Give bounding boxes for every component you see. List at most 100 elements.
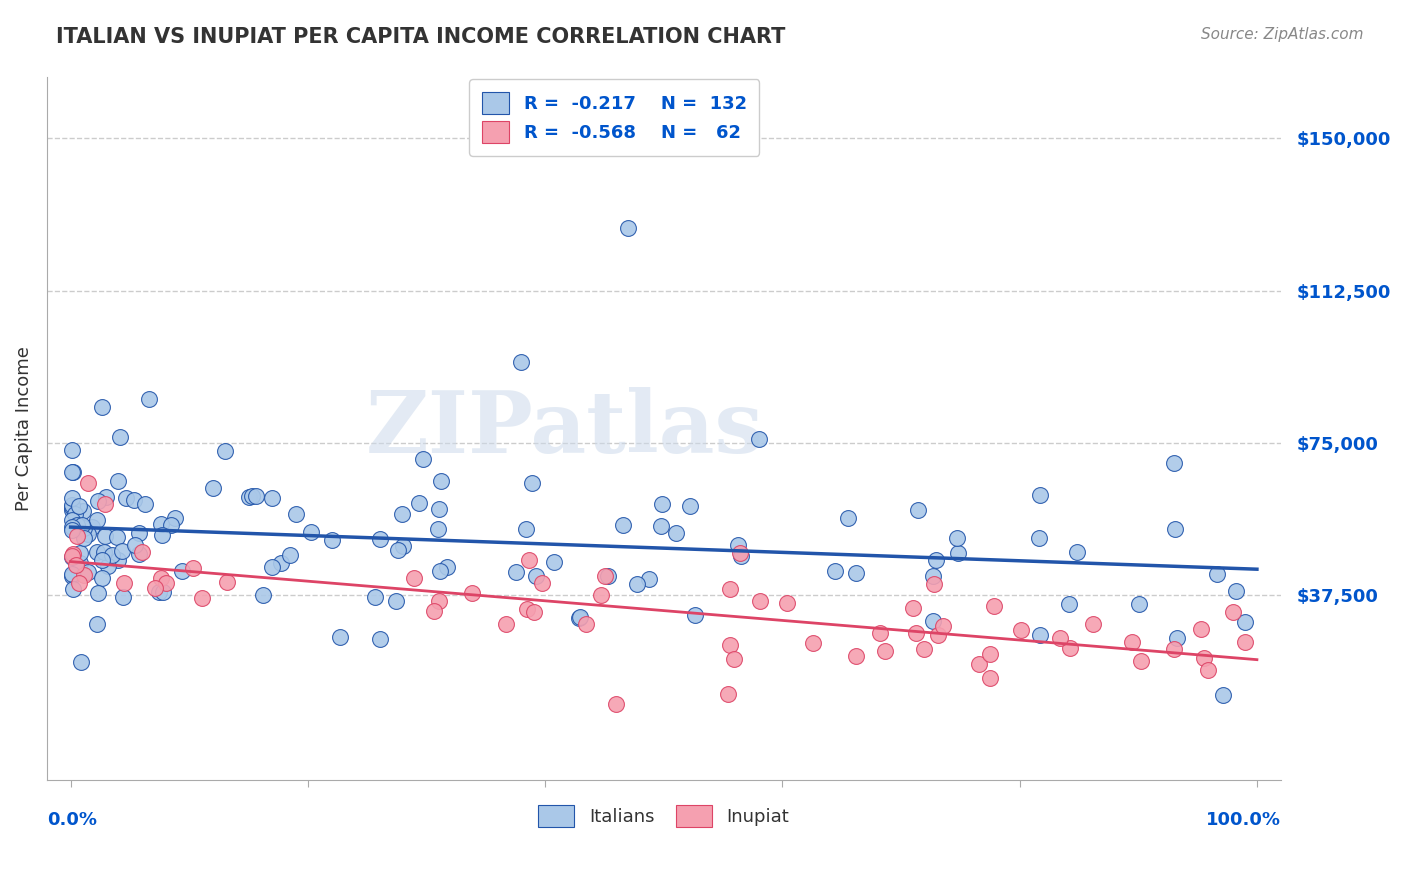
Point bbox=[423, 604, 446, 618]
Point bbox=[665, 526, 688, 541]
Point bbox=[776, 596, 799, 610]
Point bbox=[150, 572, 173, 586]
Point bbox=[520, 476, 543, 491]
Point bbox=[679, 499, 702, 513]
Point bbox=[717, 687, 740, 701]
Point bbox=[510, 354, 533, 368]
Point bbox=[979, 671, 1001, 685]
Point bbox=[191, 591, 214, 605]
Point bbox=[80, 520, 103, 534]
Point bbox=[1189, 623, 1212, 637]
Point bbox=[1059, 641, 1081, 656]
Point bbox=[108, 430, 131, 444]
Point bbox=[111, 591, 134, 605]
Point bbox=[1166, 631, 1188, 645]
Point bbox=[1081, 616, 1104, 631]
Point bbox=[69, 556, 91, 570]
Point bbox=[90, 571, 112, 585]
Point bbox=[637, 572, 659, 586]
Point bbox=[1010, 624, 1032, 638]
Point bbox=[730, 549, 752, 564]
Point bbox=[723, 652, 745, 666]
Point bbox=[60, 549, 83, 563]
Point bbox=[969, 657, 991, 671]
Point bbox=[519, 553, 541, 567]
Point bbox=[718, 638, 741, 652]
Point bbox=[94, 497, 117, 511]
Point bbox=[1212, 688, 1234, 702]
Point bbox=[60, 442, 83, 457]
Point bbox=[60, 465, 83, 479]
Point bbox=[392, 540, 415, 554]
Point bbox=[801, 636, 824, 650]
Y-axis label: Per Capita Income: Per Capita Income bbox=[15, 346, 32, 511]
Point bbox=[86, 616, 108, 631]
Point bbox=[73, 531, 96, 545]
Point bbox=[1129, 654, 1152, 668]
Point bbox=[329, 630, 352, 644]
Point bbox=[1128, 597, 1150, 611]
Point bbox=[1029, 628, 1052, 642]
Point bbox=[412, 452, 434, 467]
Point bbox=[67, 575, 90, 590]
Point bbox=[97, 559, 120, 574]
Point bbox=[384, 594, 406, 608]
Point bbox=[252, 588, 274, 602]
Point bbox=[77, 565, 100, 579]
Point bbox=[60, 567, 83, 582]
Point bbox=[912, 641, 935, 656]
Point bbox=[112, 576, 135, 591]
Point bbox=[134, 497, 156, 511]
Point bbox=[427, 594, 450, 608]
Point bbox=[321, 533, 343, 548]
Point bbox=[60, 491, 83, 505]
Point bbox=[163, 511, 186, 525]
Point bbox=[543, 555, 565, 569]
Point bbox=[427, 501, 450, 516]
Point bbox=[1049, 631, 1071, 645]
Point bbox=[368, 632, 391, 647]
Point bbox=[115, 491, 138, 505]
Point bbox=[730, 546, 752, 560]
Point bbox=[436, 559, 458, 574]
Point bbox=[1192, 651, 1215, 665]
Point bbox=[429, 564, 451, 578]
Point bbox=[65, 558, 87, 573]
Point bbox=[181, 560, 204, 574]
Point bbox=[238, 490, 260, 504]
Point bbox=[160, 517, 183, 532]
Point bbox=[284, 507, 307, 521]
Text: ITALIAN VS INUPIAT PER CAPITA INCOME CORRELATION CHART: ITALIAN VS INUPIAT PER CAPITA INCOME COR… bbox=[56, 27, 786, 46]
Point bbox=[107, 474, 129, 488]
Point bbox=[845, 648, 868, 663]
Point bbox=[110, 544, 132, 558]
Text: Source: ZipAtlas.com: Source: ZipAtlas.com bbox=[1201, 27, 1364, 42]
Point bbox=[101, 548, 124, 562]
Point bbox=[927, 628, 949, 642]
Point bbox=[128, 547, 150, 561]
Point bbox=[155, 576, 177, 591]
Point bbox=[86, 545, 108, 559]
Point bbox=[408, 496, 430, 510]
Point bbox=[202, 482, 225, 496]
Point bbox=[1028, 531, 1050, 545]
Point bbox=[924, 553, 946, 567]
Point bbox=[946, 532, 969, 546]
Point bbox=[91, 553, 114, 567]
Point bbox=[69, 546, 91, 560]
Point bbox=[526, 569, 548, 583]
Point bbox=[617, 220, 640, 235]
Point bbox=[461, 586, 484, 600]
Point bbox=[1121, 635, 1143, 649]
Point bbox=[683, 608, 706, 623]
Point bbox=[748, 432, 770, 446]
Point bbox=[240, 489, 263, 503]
Point bbox=[66, 522, 89, 536]
Point bbox=[60, 568, 83, 582]
Point bbox=[589, 588, 612, 602]
Point bbox=[650, 519, 672, 533]
Point bbox=[364, 590, 387, 604]
Point bbox=[262, 491, 284, 505]
Point bbox=[87, 494, 110, 508]
Point bbox=[138, 392, 160, 407]
